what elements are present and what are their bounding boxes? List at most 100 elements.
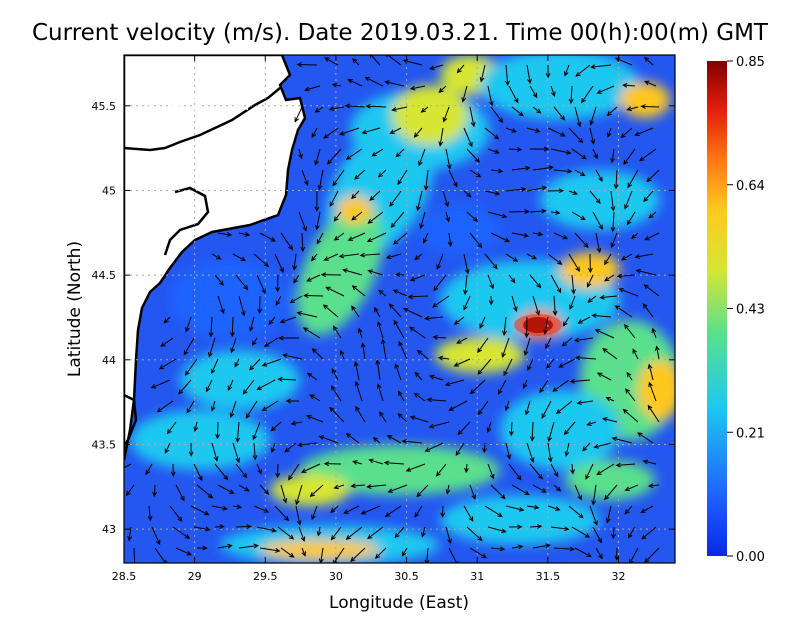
velocity-arrow (292, 253, 298, 271)
velocity-arrow (351, 190, 360, 200)
velocity-arrow (409, 326, 426, 339)
velocity-arrow (610, 148, 616, 164)
velocity-arrow (511, 484, 530, 496)
velocity-arrow (397, 169, 408, 186)
velocity-arrow (280, 484, 288, 504)
velocity-arrow (374, 547, 387, 559)
velocity-arrow (553, 232, 569, 240)
plot-area: Z = 2.5 m (124, 55, 675, 563)
velocity-arrow (593, 442, 612, 449)
velocity-arrow (647, 404, 660, 423)
velocity-arrow (643, 284, 660, 297)
velocity-arrow (125, 484, 135, 497)
velocity-arrow (211, 505, 228, 511)
velocity-arrow (301, 547, 306, 557)
velocity-arrow (574, 484, 582, 501)
velocity-arrow (529, 85, 538, 99)
velocity-arrow (367, 269, 384, 276)
colorbar-ticks: 0.85 0.64 0.43 0.21 0.00 (727, 55, 765, 565)
velocity-arrow (442, 106, 450, 123)
velocity-arrow (285, 398, 300, 404)
velocity-arrow (245, 400, 258, 419)
velocity-arrow (317, 169, 324, 191)
velocity-arrow (166, 421, 177, 435)
velocity-arrow (163, 316, 171, 324)
velocity-arrow (414, 505, 423, 518)
velocity-arrow (407, 294, 429, 300)
max-speed-halo (514, 314, 562, 336)
velocity-arrow (426, 397, 447, 403)
x-axis-title: Longitude (East) (329, 593, 469, 613)
velocity-arrow (190, 505, 210, 516)
velocity-arrow (359, 252, 381, 258)
velocity-arrow (330, 526, 342, 541)
velocity-arrow (505, 253, 519, 262)
velocity-arrow (178, 379, 192, 395)
velocity-arrow (646, 169, 660, 183)
velocity-arrow (409, 415, 429, 423)
velocity-arrow (316, 232, 324, 245)
velocity-arrow (409, 85, 426, 91)
velocity-arrow (432, 295, 450, 308)
velocity-arrow (589, 505, 598, 526)
velocity-arrow (376, 321, 384, 339)
velocity-arrow (571, 148, 587, 160)
velocity-arrow (445, 211, 451, 223)
velocity-arrow (238, 295, 246, 317)
velocity-arrow (644, 232, 660, 241)
velocity-arrow (546, 358, 555, 369)
velocity-arrow (642, 303, 654, 318)
velocity-arrow (547, 442, 553, 463)
velocity-arrow (383, 460, 405, 466)
velocity-arrow (469, 232, 483, 249)
velocity-arrow (553, 106, 566, 121)
velocity-arrow (352, 58, 360, 66)
velocity-arrow (275, 295, 282, 307)
velocity-arrow (613, 169, 619, 190)
velocity-arrow (477, 337, 489, 354)
velocity-arrow (422, 232, 429, 244)
velocity-arrow (284, 442, 297, 453)
velocity-arrow (278, 335, 300, 341)
velocity-arrow (275, 463, 281, 479)
velocity-arrow (392, 289, 408, 297)
velocity-arrow (509, 421, 514, 437)
velocity-arrow (270, 421, 282, 432)
velocity-arrow (289, 295, 303, 304)
velocity-arrow (611, 436, 633, 444)
velocity-arrow (482, 442, 488, 454)
velocity-arrow (235, 274, 249, 291)
velocity-arrow (256, 274, 266, 295)
velocity-arrow (257, 295, 263, 315)
velocity-arrow (414, 253, 423, 261)
velocity-arrow (296, 311, 318, 318)
velocity-arrow (532, 231, 544, 237)
velocity-arrow (259, 547, 281, 553)
velocity-arrow (309, 394, 321, 402)
velocity-arrow (274, 505, 290, 522)
velocity-arrow (164, 442, 171, 454)
velocity-arrow (214, 524, 225, 530)
velocity-arrow (390, 211, 405, 229)
velocity-arrow (227, 379, 234, 392)
depth-label: Z = 2.5 m (146, 93, 249, 115)
x-tick-label: 31 (470, 570, 484, 583)
delta-water (288, 78, 305, 92)
velocity-arrow (238, 231, 251, 237)
velocity-arrow (558, 358, 576, 368)
velocity-arrow (428, 374, 444, 381)
velocity-arrow (596, 85, 615, 94)
velocity-arrow (488, 295, 494, 306)
velocity-arrow (563, 421, 576, 436)
velocity-arrow (311, 127, 318, 139)
velocity-arrow (484, 505, 503, 518)
velocity-arrow (587, 295, 597, 303)
velocity-arrow (641, 526, 657, 540)
velocity-arrow (333, 484, 345, 490)
velocity-arrow (366, 232, 387, 243)
velocity-arrow (232, 253, 247, 262)
velocity-arrow (599, 294, 618, 300)
velocity-arrow (145, 463, 153, 476)
velocity-arrow (574, 106, 582, 128)
velocity-arrow (270, 442, 276, 454)
